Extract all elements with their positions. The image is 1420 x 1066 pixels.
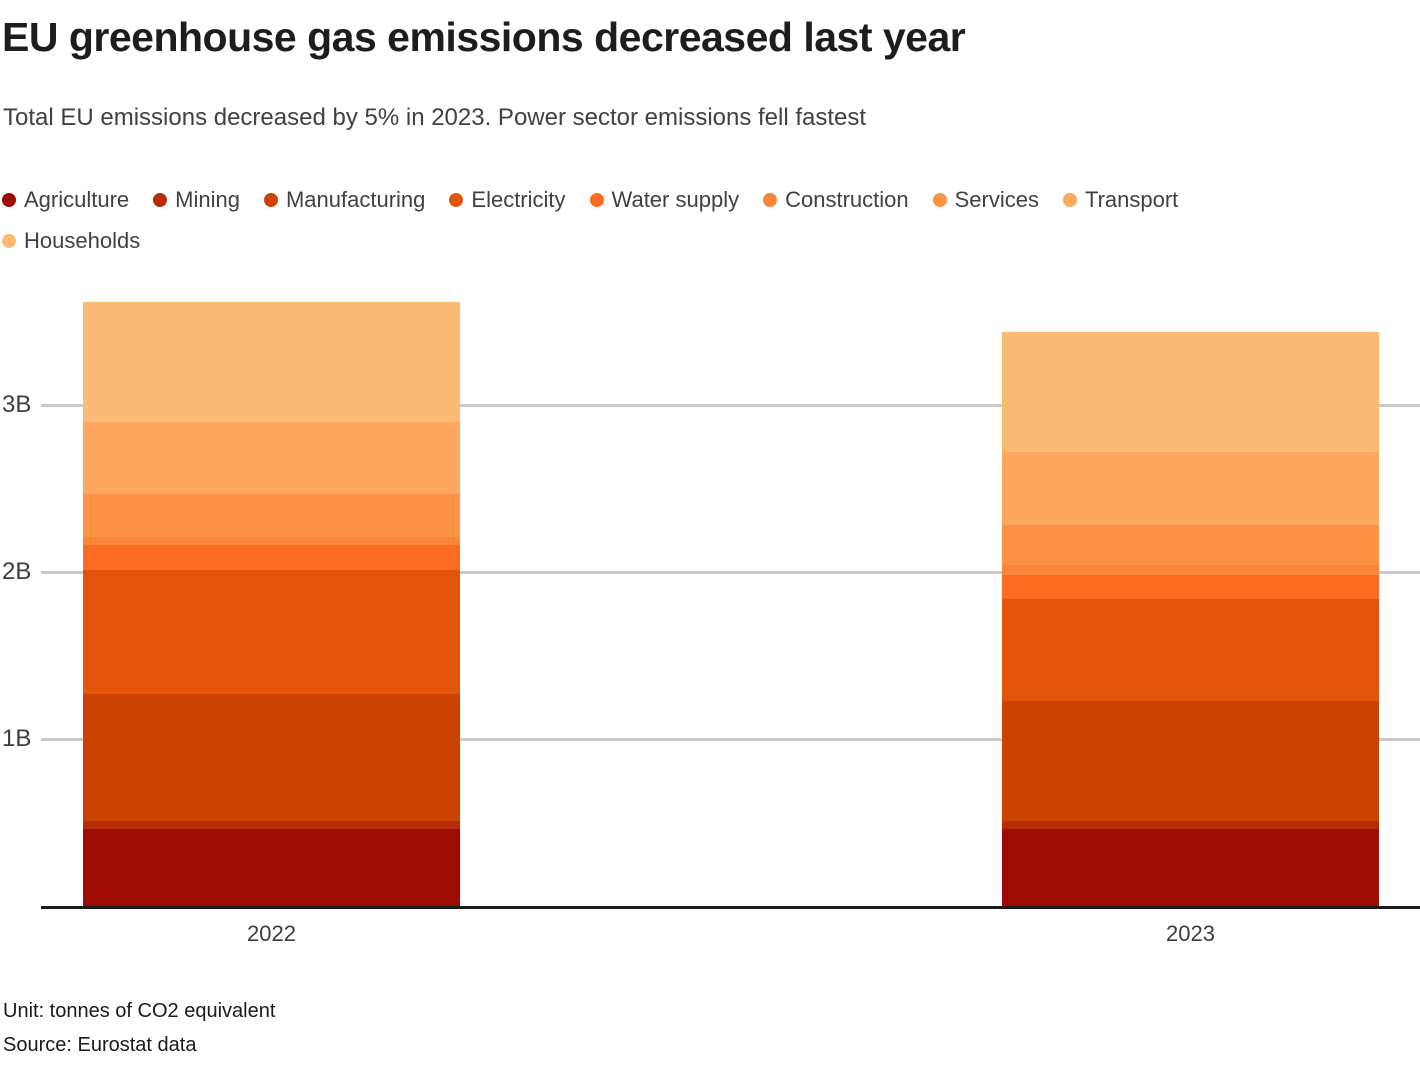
bar-2022 <box>83 301 460 906</box>
legend-swatch-households <box>2 234 16 248</box>
legend-item-agriculture: Agriculture <box>2 187 129 213</box>
legend-item-transport: Transport <box>1062 187 1179 213</box>
bar-segment-mining-2023[interactable] <box>1002 820 1379 830</box>
bar-segment-agriculture-2023[interactable] <box>1002 829 1379 906</box>
bar-segment-manufacturing-2023[interactable] <box>1002 700 1379 821</box>
gridline-1b <box>41 738 1420 741</box>
bar-segment-households-2022[interactable] <box>83 301 460 422</box>
chart-title: EU greenhouse gas emissions decreased la… <box>2 14 966 60</box>
legend-label-agriculture: Agriculture <box>24 187 130 212</box>
bar-segment-manufacturing-2022[interactable] <box>83 693 460 821</box>
legend-label-manufacturing: Manufacturing <box>285 187 426 212</box>
legend-label-mining: Mining <box>175 187 240 212</box>
legend-item-electricity: Electricity <box>449 187 566 213</box>
legend-label-water-supply: Water supply <box>611 187 740 212</box>
legend-swatch-water-supply <box>589 193 604 207</box>
legend-label-households: Households <box>24 228 141 253</box>
bar-segment-mining-2022[interactable] <box>83 820 460 830</box>
legend-row-2: Households <box>2 227 1178 255</box>
legend-item-households: Households <box>2 228 140 254</box>
legend-row-1: Agriculture Mining Manufacturing Electricit… <box>2 186 1178 214</box>
legend-swatch-transport <box>1062 193 1077 207</box>
legend-label-services: Services <box>954 187 1039 212</box>
bar-segment-construction-2022[interactable] <box>83 536 460 546</box>
source-note: Source: Eurostat data <box>3 1034 197 1056</box>
y-tick-label-3b: 3B <box>2 391 32 418</box>
legend-swatch-mining <box>153 193 168 207</box>
legend-swatch-services <box>932 193 947 207</box>
bar-segment-transport-2022[interactable] <box>83 421 460 494</box>
legend-item-manufacturing: Manufacturing <box>263 187 426 213</box>
legend-label-transport: Transport <box>1084 187 1179 212</box>
legend-item-services: Services <box>932 187 1039 213</box>
legend-swatch-electricity <box>449 193 464 207</box>
unit-note: Unit: tonnes of CO2 equivalent <box>3 1000 276 1022</box>
bar-segment-electricity-2022[interactable] <box>83 570 460 694</box>
bar-segment-services-2022[interactable] <box>83 493 460 537</box>
bar-segment-water-supply-2023[interactable] <box>1002 575 1379 599</box>
x-axis-label-2022: 2022 <box>247 921 296 946</box>
y-tick-label-1b: 1B <box>2 725 32 752</box>
legend-swatch-manufacturing <box>263 193 278 207</box>
x-axis-line <box>41 906 1420 909</box>
legend-item-construction: Construction <box>763 187 909 213</box>
legend-label-electricity: Electricity <box>471 187 566 212</box>
gridline-3b <box>41 404 1420 407</box>
legend-swatch-agriculture <box>2 193 16 207</box>
legend-item-mining: Mining <box>153 187 240 213</box>
x-axis-label-2023: 2023 <box>1166 921 1215 946</box>
legend-label-construction: Construction <box>785 187 909 212</box>
bar-segment-water-supply-2022[interactable] <box>83 545 460 571</box>
y-tick-label-2b: 2B <box>2 558 32 585</box>
bar-segment-households-2023[interactable] <box>1002 331 1379 452</box>
chart-subtitle: Total EU emissions decreased by 5% in 20… <box>3 104 867 131</box>
bar-2023 <box>1002 331 1379 906</box>
legend-swatch-construction <box>763 193 778 207</box>
legend: Agriculture Mining Manufacturing Electricit… <box>2 186 1178 268</box>
bar-segment-services-2023[interactable] <box>1002 525 1379 566</box>
bar-segment-agriculture-2022[interactable] <box>83 829 460 906</box>
legend-item-water-supply: Water supply <box>589 187 740 213</box>
bar-segment-construction-2023[interactable] <box>1002 565 1379 576</box>
bar-segment-transport-2023[interactable] <box>1002 451 1379 526</box>
gridline-2b <box>41 571 1420 574</box>
bar-segment-electricity-2023[interactable] <box>1002 598 1379 701</box>
